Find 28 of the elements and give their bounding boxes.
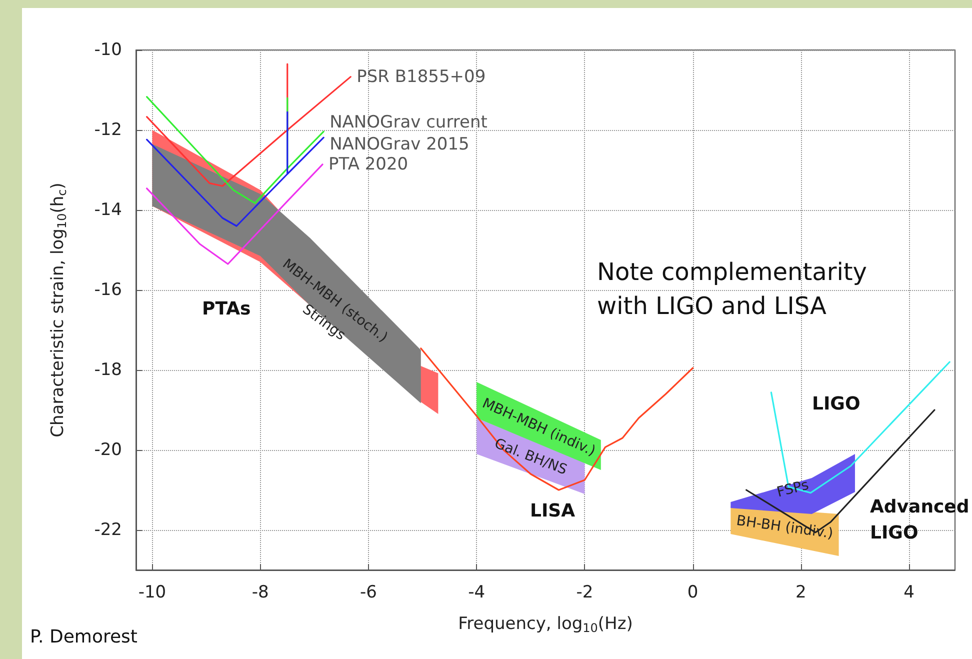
series-label: PTA 2020 — [328, 154, 408, 174]
x-tick-label: 0 — [687, 582, 698, 602]
text: P. Demorest — [30, 626, 138, 648]
x-tick-label: -10 — [138, 582, 166, 602]
series-label: PSR B1855+09 — [356, 66, 486, 87]
line-series — [420, 348, 694, 491]
y-tick-label: -16 — [94, 280, 122, 300]
x-tick-label: 2 — [796, 582, 806, 602]
x-tick-label: 4 — [904, 582, 914, 602]
annotation: LISA — [530, 500, 576, 522]
y-tick-label: -10 — [94, 40, 122, 60]
annotation: Note complementarity with LIGO and LISA — [597, 258, 867, 320]
series-label: FSPs — [775, 477, 810, 501]
y-axis-title: Characteristic strain, log10(hc) — [48, 182, 69, 438]
series-label: NANOGrav current — [330, 112, 488, 133]
x-tick-label: -6 — [360, 582, 377, 602]
x-tick-label: -8 — [252, 582, 269, 602]
y-tick-label: -22 — [94, 520, 122, 540]
line-series — [146, 111, 324, 227]
y-tick-label: -12 — [94, 120, 122, 140]
series-label: NANOGrav 2015 — [330, 134, 470, 155]
y-tick-label: -14 — [94, 200, 122, 220]
annotation: LIGO — [812, 394, 860, 414]
y-tick-label: -20 — [94, 440, 122, 460]
y-tick-label: -18 — [94, 360, 122, 380]
x-tick-label: -2 — [576, 582, 594, 602]
x-tick-label: -4 — [468, 582, 486, 602]
annotation: PTAs — [202, 298, 251, 320]
